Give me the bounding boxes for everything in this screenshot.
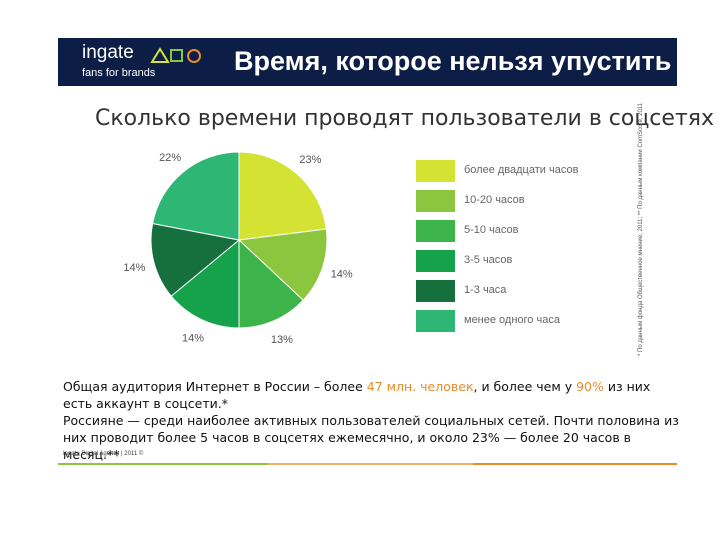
chart-title: Сколько времени проводят пользователи в … (95, 106, 715, 131)
pie-slice (238, 238, 304, 329)
legend-item: 1-3 часа (416, 280, 666, 302)
slice-label: 14% (182, 333, 204, 345)
legend-label: 10-20 часов (464, 194, 525, 206)
body-text-part: Общая аудитория Интернет в России – боле… (63, 379, 367, 394)
legend-label: менее одного часа (464, 314, 560, 326)
divider-line (58, 463, 268, 465)
slice-label: 14% (123, 262, 145, 274)
copyright: Ingate Digital Agency | 2011 © (63, 451, 144, 457)
body-text-part: , и более чем у (473, 379, 577, 394)
legend-label: 3-5 часов (464, 254, 513, 266)
legend-swatch (416, 250, 455, 272)
body-paragraph-2: Россияне — среди наиболее активных польз… (63, 413, 679, 462)
slide-title: Время, которое нельзя упустить (234, 46, 672, 76)
pie-slice (170, 238, 240, 329)
legend-label: 1-3 часа (464, 284, 507, 296)
logo-name: ingate (82, 42, 134, 63)
legend-item: 5-10 часов (416, 220, 666, 242)
divider-line (268, 463, 473, 465)
legend-swatch (416, 190, 455, 212)
legend-label: более двадцати часов (464, 164, 579, 176)
divider-line (473, 463, 677, 465)
pie-chart: 23% 14% 13% 14% 14% 22% (123, 151, 353, 346)
legend-item: 3-5 часов (416, 250, 666, 272)
slice-label: 22% (159, 152, 181, 164)
legend-item: более двадцати часов (416, 160, 666, 182)
logo-icon (150, 47, 201, 63)
body-text-part: из них есть аккаунт в соцсети.* (63, 379, 651, 411)
pie-slice (238, 151, 327, 241)
logo-tagline: fans for brands (82, 67, 156, 79)
slice-label: 23% (299, 154, 321, 166)
legend-swatch (416, 220, 455, 242)
pie-slice (237, 228, 328, 301)
body-text: Общая аудитория Интернет в России – боле… (63, 378, 683, 463)
footnote: * По данным фонда Общественное мнение, 2… (638, 102, 644, 356)
pie-slice (150, 222, 241, 297)
legend-swatch (416, 310, 455, 332)
pie-slice (151, 151, 240, 241)
slice-label: 13% (271, 334, 293, 346)
highlight-audience: 47 млн. человек (366, 379, 474, 394)
legend-item: 10-20 часов (416, 190, 666, 212)
legend-label: 5-10 часов (464, 224, 519, 236)
highlight-percent: 90% (576, 379, 604, 394)
legend-item: менее одного часа (416, 310, 666, 332)
legend-swatch (416, 160, 455, 182)
header-banner: ingate fans for brands Время, которое не… (58, 38, 677, 86)
legend-swatch (416, 280, 455, 302)
slice-label: 14% (331, 268, 353, 280)
